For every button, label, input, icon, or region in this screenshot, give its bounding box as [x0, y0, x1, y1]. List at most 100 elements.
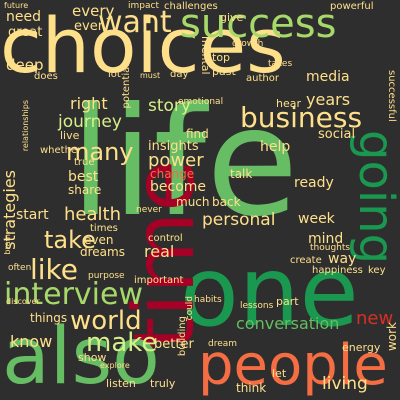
word-power: power — [148, 150, 204, 171]
word-control: control — [148, 233, 183, 244]
word-live: live — [60, 129, 80, 142]
word-personal: personal — [202, 210, 276, 230]
word-part: part — [276, 295, 299, 308]
word-explore: explore — [100, 361, 130, 370]
word-important: important — [134, 275, 184, 286]
word-growth: growth — [232, 39, 264, 49]
word-challenges: challenges — [164, 1, 218, 12]
word-share: share — [68, 183, 102, 197]
word-even: even — [84, 233, 114, 247]
word-new: new — [356, 308, 394, 329]
word-author: author — [246, 73, 279, 84]
word-work: work — [385, 322, 399, 352]
word-dreams: dreams — [80, 245, 125, 259]
word-thoughts: thoughts — [310, 243, 351, 253]
word-success: success — [180, 1, 337, 47]
word-powerful: powerful — [330, 1, 374, 12]
word-help: help — [260, 139, 291, 155]
word-lot: lot — [108, 69, 121, 80]
word-lessons: lessons — [240, 301, 274, 311]
word-talk: talk — [230, 167, 253, 181]
word-building: building — [177, 316, 188, 357]
word-mental: mental — [199, 36, 212, 75]
word-mind: mind — [308, 231, 344, 247]
word-purpose: purpose — [88, 271, 125, 281]
word-often: often — [8, 263, 32, 273]
word-past: past — [212, 65, 236, 78]
word-choices: choices — [0, 1, 286, 90]
word-think: think — [236, 381, 267, 395]
word-want: want — [98, 5, 172, 40]
word-conversation: conversation — [236, 314, 340, 333]
word-business: business — [240, 101, 363, 134]
word-show: show — [78, 351, 107, 364]
word-key: key — [368, 265, 386, 276]
word-media: media — [306, 69, 350, 85]
word-like: like — [30, 253, 79, 286]
word-does: does — [34, 71, 58, 82]
word-need: need — [6, 9, 41, 25]
word-create: create — [290, 255, 322, 266]
word-journey: journey — [58, 112, 122, 132]
word-impact: impact — [128, 1, 159, 11]
word-let: let — [272, 367, 287, 380]
word-take: take — [44, 226, 96, 254]
word-way: way — [328, 251, 357, 267]
word-every: every — [72, 2, 115, 20]
word-change: change — [150, 167, 195, 181]
word-habits: habits — [194, 295, 222, 305]
word-going: going — [348, 130, 400, 265]
word-whether: whether — [40, 145, 82, 156]
word-know: know — [10, 332, 53, 351]
word-insights: insights — [148, 139, 199, 154]
word-much: much — [176, 195, 210, 209]
word-week: week — [298, 211, 335, 227]
word-hear: hear — [276, 97, 302, 110]
word-social: social — [318, 127, 356, 142]
word-things: things — [30, 311, 68, 325]
word-future: future — [4, 1, 29, 10]
word-takes: takes — [268, 59, 293, 69]
word-truly: truly — [150, 377, 176, 390]
word-brain: brain — [3, 234, 12, 255]
word-ready: ready — [294, 175, 334, 191]
word-relationships: relationships — [21, 100, 30, 152]
word-could: could — [185, 296, 195, 321]
word-times: times — [90, 223, 118, 234]
word-start: start — [16, 207, 49, 223]
word-deep: deep — [6, 56, 44, 74]
word-years: years — [306, 90, 351, 109]
word-never: never — [136, 205, 162, 215]
word-many: many — [66, 138, 134, 166]
word-right: right — [70, 94, 108, 113]
word-life: life — [70, 76, 299, 250]
word-ever: ever — [74, 19, 104, 34]
word-make: make — [86, 328, 158, 358]
word-energy: energy — [342, 341, 381, 354]
word-best: best — [68, 169, 99, 185]
word-emotional: emotional — [178, 97, 224, 107]
word-also: also — [2, 312, 160, 400]
word-living: living — [322, 374, 368, 394]
word-health: health — [64, 204, 121, 225]
word-discover: discover — [6, 297, 40, 306]
word-successful: successful — [386, 70, 397, 122]
word-better: better — [154, 337, 194, 352]
word-find: find — [186, 127, 209, 141]
word-top: top — [212, 51, 231, 64]
word-world: world — [70, 306, 142, 336]
word-happiness: happiness — [312, 265, 363, 276]
word-listen: listen — [106, 377, 136, 390]
word-back: back — [212, 195, 241, 209]
word-dream: dream — [208, 339, 238, 349]
word-true: true — [74, 157, 95, 168]
word-interview: interview — [4, 277, 143, 312]
word-great: great — [8, 25, 43, 40]
word-day: day — [170, 69, 189, 80]
word-potential: potential — [121, 64, 132, 109]
word-real: real — [144, 242, 175, 261]
word-one: one — [180, 236, 359, 348]
word-must: must — [140, 71, 161, 80]
word-give: give — [220, 11, 244, 24]
